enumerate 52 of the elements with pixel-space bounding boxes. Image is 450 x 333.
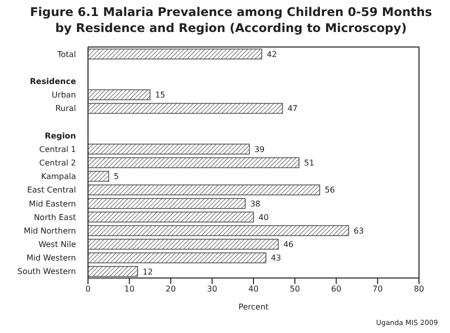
bar xyxy=(88,102,283,114)
data-label: 38 xyxy=(250,199,260,208)
x-tick-label: 50 xyxy=(290,284,300,294)
data-label: 39 xyxy=(254,144,265,154)
bar xyxy=(88,252,266,264)
x-tick-label: 10 xyxy=(124,284,134,294)
data-label: 12 xyxy=(142,267,153,276)
bar xyxy=(88,212,254,222)
data-label: 15 xyxy=(155,90,166,100)
y-tick-label: Central 2 xyxy=(39,158,76,168)
y-tick-label: Total xyxy=(56,50,76,59)
x-tick-label: 80 xyxy=(414,284,424,294)
y-tick-label: South Western xyxy=(17,267,76,276)
y-tick-label: Mid Eastern xyxy=(28,199,76,208)
data-label: 43 xyxy=(270,254,282,263)
x-tick-label: 60 xyxy=(331,284,342,294)
x-tick-label: 30 xyxy=(207,284,218,294)
y-tick-label: Kampala xyxy=(41,172,76,182)
x-tick-label: 20 xyxy=(166,284,176,294)
y-tick-label: Region xyxy=(44,131,76,140)
y-tick-label: North East xyxy=(34,212,76,222)
data-label: 63 xyxy=(354,226,364,236)
y-tick-label: West Nile xyxy=(38,240,76,250)
data-label: 42 xyxy=(266,50,277,59)
bar xyxy=(88,225,350,236)
x-axis-title: Percent xyxy=(238,302,269,312)
bar xyxy=(88,144,250,155)
data-label: 46 xyxy=(283,240,294,250)
y-tick-label: Central 1 xyxy=(39,144,76,154)
bar xyxy=(88,184,320,196)
bar xyxy=(88,170,110,182)
y-tick-label: Mid Northern xyxy=(24,226,76,236)
x-tick-label: 0 xyxy=(85,284,91,294)
data-label: 56 xyxy=(324,186,335,195)
data-label: 5 xyxy=(114,172,119,182)
chart-title: Figure 6.1 Malaria Prevalence among Children 0-59 Months by Residence and Region (According to Microscopy) xyxy=(28,4,434,37)
bar xyxy=(88,48,262,60)
data-label: 47 xyxy=(287,104,298,114)
y-tick-label: Mid Western xyxy=(26,254,76,263)
bar xyxy=(88,266,138,277)
bar xyxy=(88,238,279,250)
bar xyxy=(88,89,150,100)
y-tick-label: East Central xyxy=(27,186,76,195)
data-label: 51 xyxy=(304,158,314,168)
y-tick-label: Rural xyxy=(55,104,76,114)
bar xyxy=(88,198,246,209)
x-tick-label: 70 xyxy=(372,284,383,294)
bar xyxy=(88,157,300,168)
y-tick-label: Residence xyxy=(30,76,77,86)
y-tick-label: Urban xyxy=(52,90,76,100)
x-tick-label: 40 xyxy=(248,284,259,294)
data-label: 40 xyxy=(258,212,269,222)
